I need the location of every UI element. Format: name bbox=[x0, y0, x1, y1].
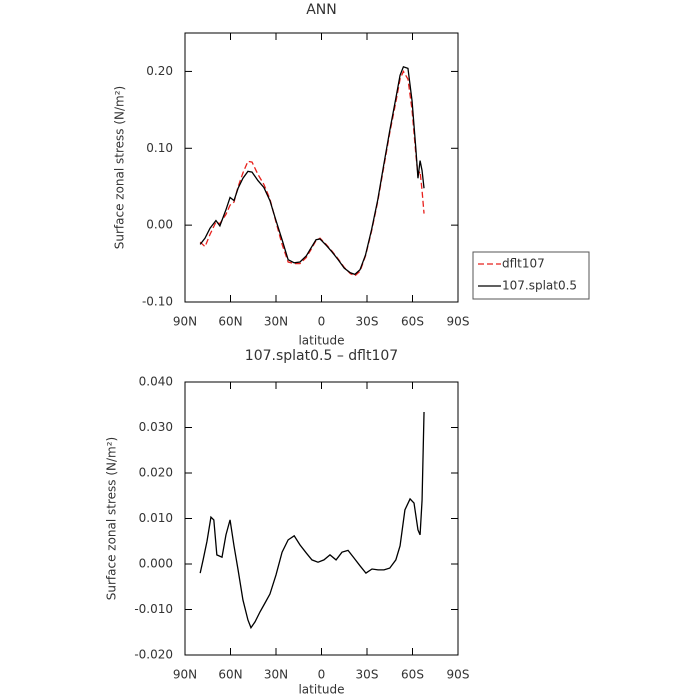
chart-title: 107.splat0.5 – dflt107 bbox=[245, 348, 398, 364]
x-axis-label: latitude bbox=[298, 334, 344, 348]
x-tick-label: 90N bbox=[173, 315, 197, 329]
data-line bbox=[199, 70, 425, 277]
y-axis-label: Surface zonal stress (N/m²) bbox=[113, 86, 127, 250]
x-tick-label: 30N bbox=[264, 315, 288, 329]
y-tick-label: 0.040 bbox=[139, 375, 173, 389]
y-tick-label: -0.010 bbox=[134, 602, 173, 616]
x-tick-label: 90N bbox=[173, 668, 197, 682]
x-tick-label: 90S bbox=[447, 668, 470, 682]
x-tick-label: 90S bbox=[447, 315, 470, 329]
data-line bbox=[199, 66, 425, 276]
legend-label: dflt107 bbox=[502, 257, 545, 271]
y-tick-label: 0.010 bbox=[139, 511, 173, 525]
x-tick-label: 0 bbox=[318, 315, 326, 329]
y-tick-label: -0.020 bbox=[134, 648, 173, 662]
y-axis-label: Surface zonal stress (N/m²) bbox=[105, 437, 119, 601]
x-tick-label: 60N bbox=[218, 315, 242, 329]
x-tick-label: 0 bbox=[318, 668, 326, 682]
chart-title: ANN bbox=[306, 2, 337, 18]
plot-frame bbox=[184, 381, 459, 656]
y-tick-label: 0.10 bbox=[146, 141, 173, 155]
y-tick-label: 0.030 bbox=[139, 420, 173, 434]
y-tick-label: 0.20 bbox=[146, 64, 173, 78]
data-line bbox=[199, 412, 425, 630]
legend-box bbox=[472, 251, 590, 300]
y-tick-label: -0.10 bbox=[142, 295, 173, 309]
x-tick-label: 60S bbox=[401, 668, 424, 682]
x-tick-label: 60S bbox=[401, 315, 424, 329]
x-tick-label: 30S bbox=[356, 315, 379, 329]
x-tick-label: 30N bbox=[264, 668, 288, 682]
x-tick-label: 60N bbox=[218, 668, 242, 682]
legend-label: 107.splat0.5 bbox=[502, 279, 577, 293]
y-tick-label: 0.020 bbox=[139, 466, 173, 480]
x-tick-label: 30S bbox=[356, 668, 379, 682]
x-axis-label: latitude bbox=[298, 683, 344, 697]
y-tick-label: 0.000 bbox=[139, 557, 173, 571]
y-tick-label: 0.00 bbox=[146, 218, 173, 232]
